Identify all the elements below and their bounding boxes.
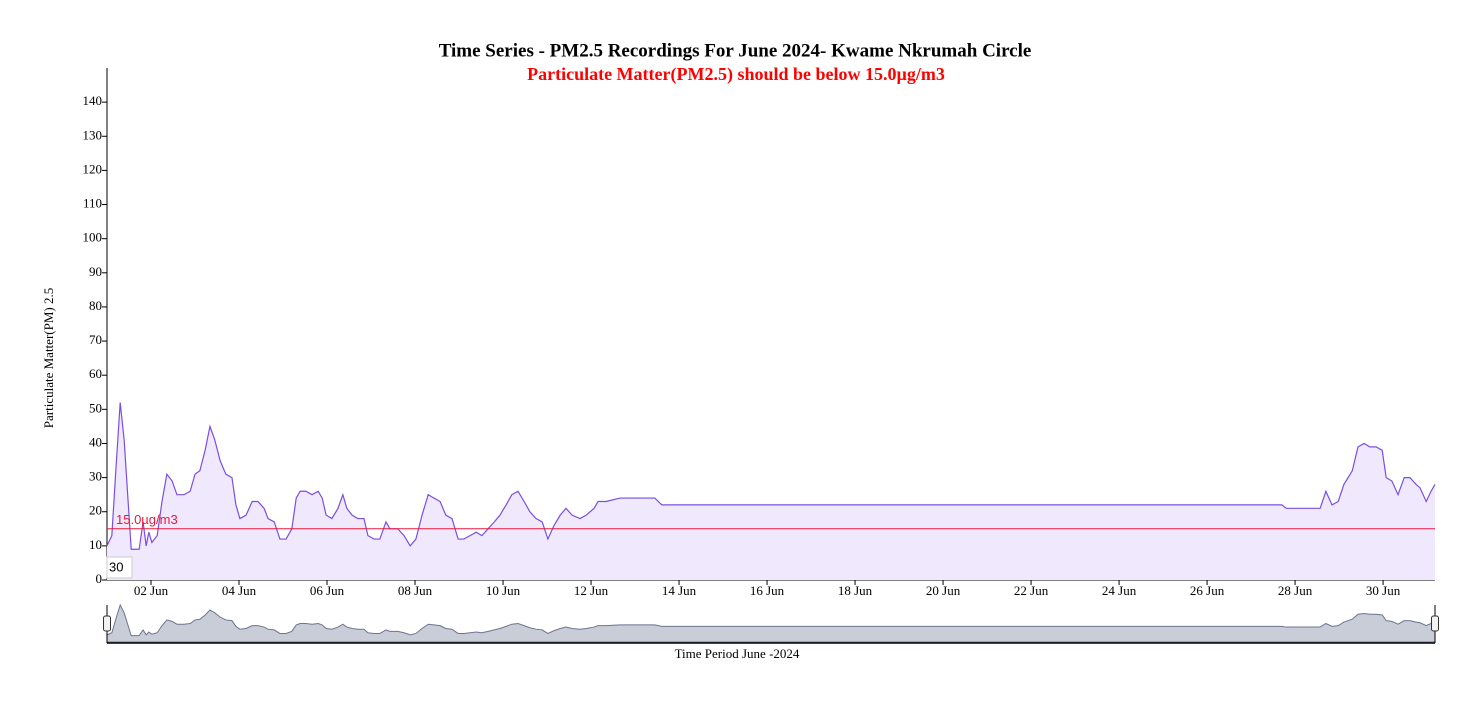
- x-tick-label: 22 Jun: [1014, 583, 1049, 598]
- y-tick-label: 0: [96, 571, 103, 586]
- x-tick-label: 24 Jun: [1102, 583, 1137, 598]
- chart-title: Time Series - PM2.5 Recordings For June …: [439, 40, 1032, 61]
- y-axis-title: Particulate Matter(PM) 2.5: [41, 288, 56, 428]
- x-tick-label: 12 Jun: [574, 583, 609, 598]
- navigator-handle[interactable]: [103, 615, 111, 632]
- x-tick-label: 18 Jun: [838, 583, 873, 598]
- y-tick-label: 140: [83, 93, 103, 108]
- annotation: 30: [109, 559, 123, 574]
- y-tick-label: 70: [89, 332, 102, 347]
- annotation-box: [106, 556, 133, 579]
- chart-subtitle: Particulate Matter(PM2.5) should be belo…: [527, 64, 945, 85]
- x-tick-label: 02 Jun: [134, 583, 169, 598]
- y-tick-label: 60: [89, 366, 102, 381]
- y-tick-label: 110: [83, 196, 102, 211]
- x-axis-title: Time Period June -2024: [675, 646, 800, 661]
- y-tick-label: 100: [83, 230, 103, 245]
- x-tick-label: 28 Jun: [1278, 583, 1313, 598]
- y-tick-label: 90: [89, 264, 102, 279]
- y-tick-label: 50: [89, 400, 102, 415]
- y-tick-label: 120: [83, 161, 103, 176]
- line: [106, 402, 1436, 550]
- y-tick-label: 40: [89, 434, 102, 449]
- area: [107, 402, 1435, 580]
- x-tick-label: 14 Jun: [662, 583, 697, 598]
- x-tick-label: 10 Jun: [486, 583, 521, 598]
- x-tick-label: 16 Jun: [750, 583, 785, 598]
- y-tick-label: 30: [89, 469, 102, 484]
- x-tick-label: 26 Jun: [1190, 583, 1225, 598]
- y-tick-label: 10: [89, 537, 102, 552]
- x-tick-label: 04 Jun: [222, 583, 257, 598]
- y-tick-label: 20: [89, 503, 102, 518]
- x-tick-label: 30 Jun: [1366, 583, 1401, 598]
- threshold-label: 15.0µg/m3: [116, 512, 178, 527]
- x-tick-label: 06 Jun: [310, 583, 345, 598]
- x-tick-label: 20 Jun: [926, 583, 961, 598]
- y-tick-label: 130: [83, 127, 103, 142]
- y-tick-label: 80: [89, 298, 102, 313]
- navigator-handle[interactable]: [1431, 615, 1439, 632]
- navigator-area: [106, 603, 1436, 643]
- x-tick-label: 08 Jun: [398, 583, 433, 598]
